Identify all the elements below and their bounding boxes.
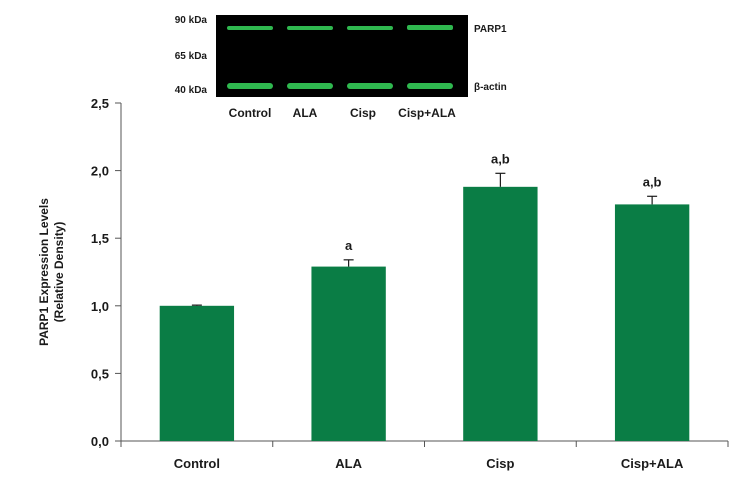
blot-lane-cisp: Cisp (350, 106, 376, 120)
marker-40kda: 40 kDa (175, 85, 208, 96)
band-label-actin: β-actin (474, 82, 507, 93)
bar-cisp (463, 186, 538, 441)
annotations: a a,b a,b (345, 151, 662, 253)
band-label-parp1: PARP1 (474, 24, 507, 35)
bar-ala (311, 266, 386, 441)
blot-band-parp1-cisp-ala (407, 25, 453, 30)
significance-label: a,b (491, 151, 510, 166)
blot-band-actin-control (227, 83, 273, 89)
blot-band-actin-cisp-ala (407, 83, 453, 89)
x-category-label: Cisp (486, 456, 514, 471)
blot-lane-ala: ALA (293, 106, 318, 120)
blot-band-actin-ala (287, 83, 333, 89)
y-tick-label: 1,5 (91, 231, 109, 246)
y-tick-label: 0,5 (91, 366, 109, 381)
y-tick-label: 2,5 (91, 96, 109, 111)
bar-cisp-ala (614, 204, 690, 441)
bar-control (159, 305, 235, 441)
bars (159, 186, 690, 441)
y-axis-label-line1: PARP1 Expression Levels (37, 198, 51, 346)
blot-band-parp1-control (227, 26, 273, 30)
x-ticks (120, 441, 729, 447)
blot-band-parp1-cisp (347, 26, 393, 30)
marker-65kda: 65 kDa (175, 51, 208, 62)
marker-90kda: 90 kDa (175, 15, 208, 26)
significance-label: a (345, 238, 353, 253)
error-bars (191, 172, 658, 306)
y-tick-label: 1,0 (91, 299, 109, 314)
x-category-label: Control (174, 456, 220, 471)
y-tick-label: 0,0 (91, 434, 109, 449)
y-axis-label-line2: (Relative Density) (52, 222, 66, 323)
x-category-label: ALA (335, 456, 362, 471)
y-tick-label: 2,0 (91, 164, 109, 179)
blot-band-actin-cisp (347, 83, 393, 89)
blot-lane-control: Control (229, 106, 272, 120)
significance-label: a,b (643, 174, 662, 189)
y-ticks: 0,0 0,5 1,0 1,5 2,0 2,5 (91, 96, 121, 449)
x-category-label: Cisp+ALA (621, 456, 684, 471)
blot-band-parp1-ala (287, 26, 333, 30)
category-labels: Control ALA Cisp Cisp+ALA (174, 456, 684, 471)
western-blot-inset: 90 kDa 65 kDa 40 kDa PARP1 β-actin Contr… (175, 15, 507, 120)
blot-lane-cisp-ala: Cisp+ALA (398, 106, 456, 120)
